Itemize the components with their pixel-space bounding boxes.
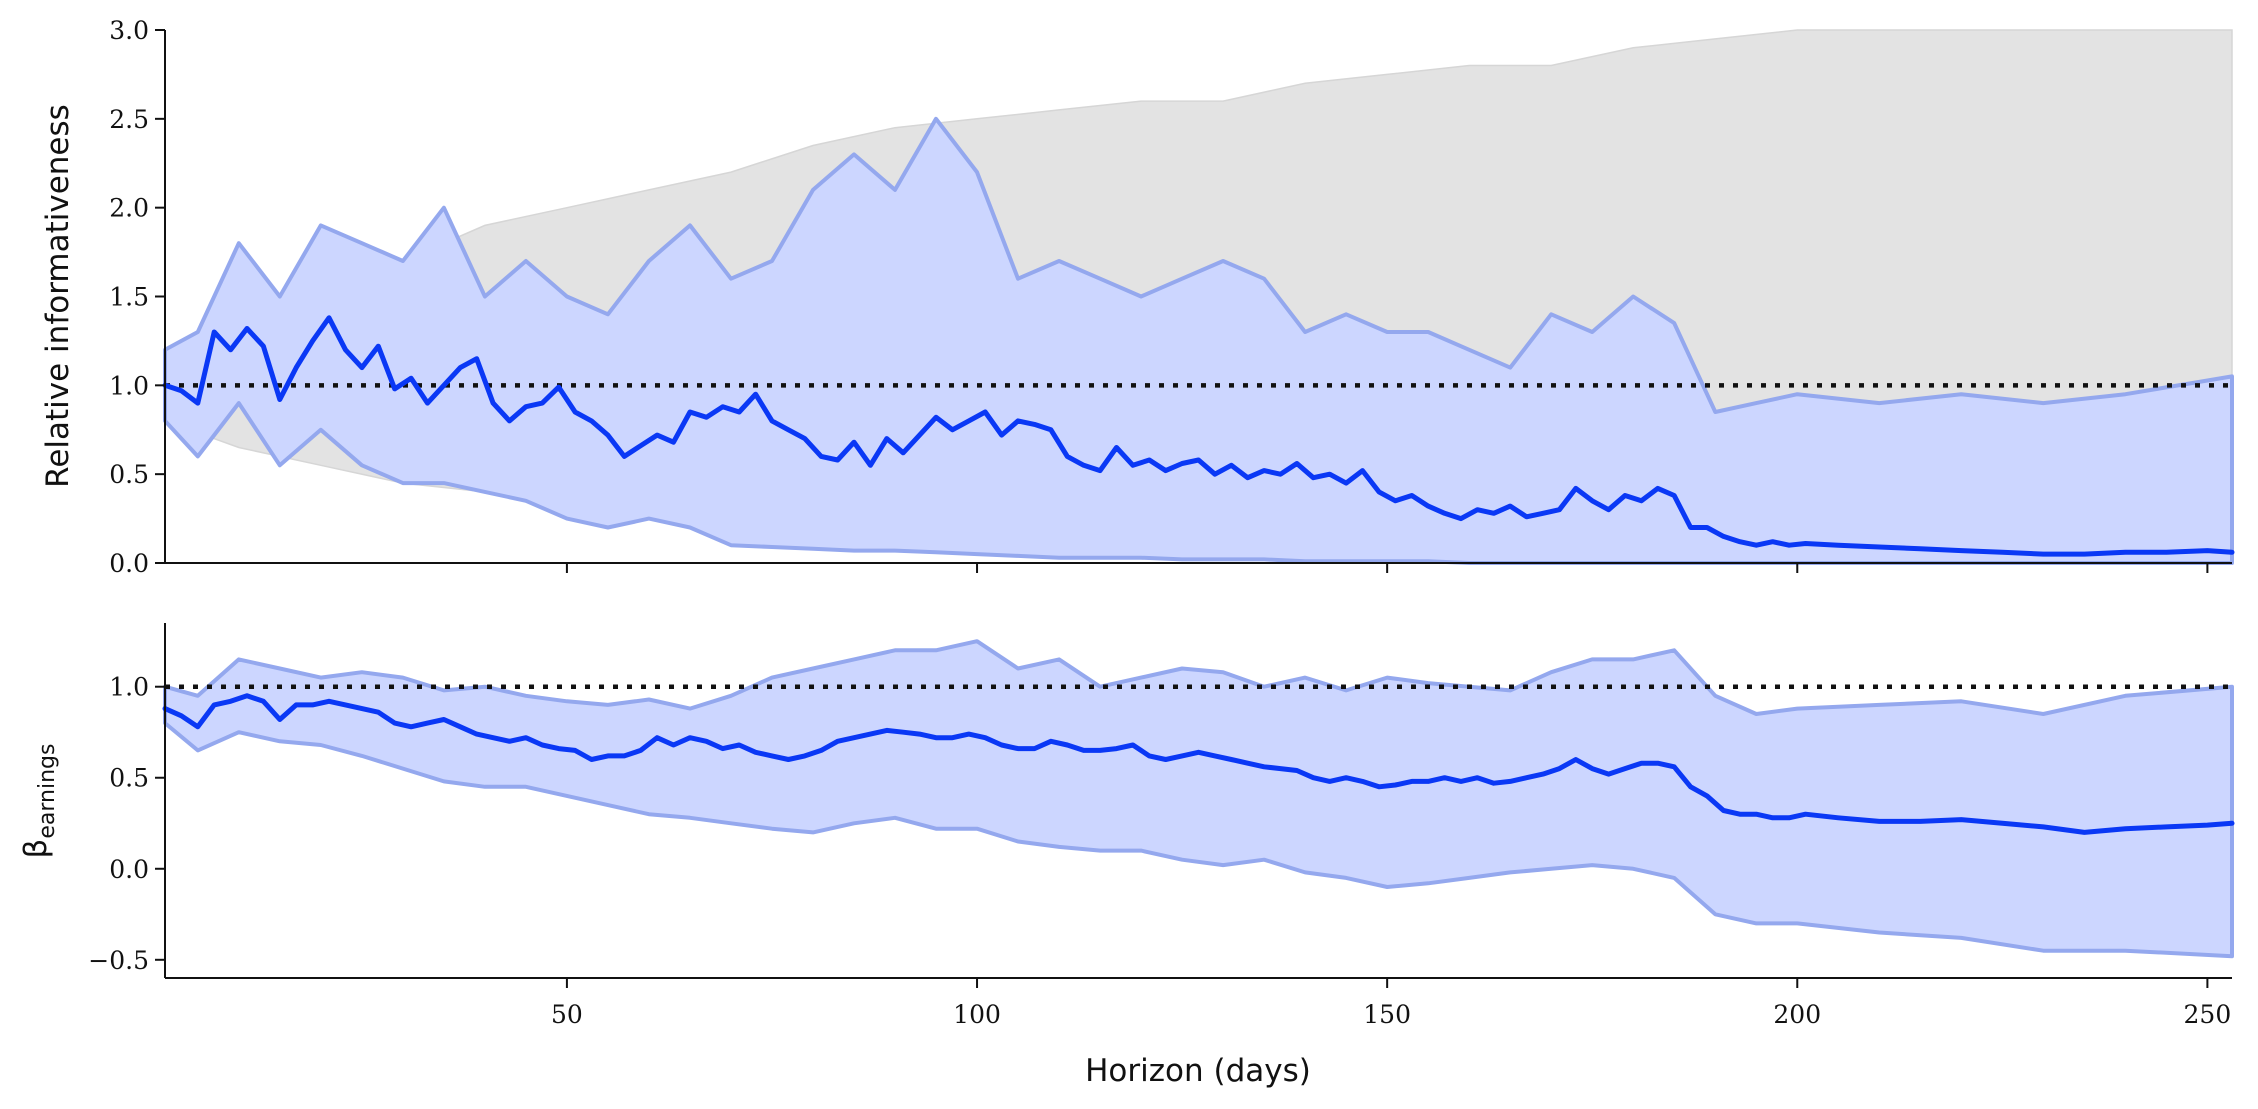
top-y-axis-label: Relative informativeness <box>40 104 76 488</box>
top-y-tick-label: 1.0 <box>109 371 149 400</box>
top-main-series-line <box>162 315 2235 557</box>
beta-subscript: earnings <box>35 744 60 839</box>
top-y-tick-label: 2.0 <box>109 194 149 223</box>
bottom-x-tick-label: 250 <box>2184 1000 2232 1029</box>
bottom-main-series-line <box>162 693 2235 835</box>
bottom-x-ticks: 50 100 150 200 250 <box>551 978 2231 1029</box>
bottom-y-tick-label: 0.5 <box>109 764 149 793</box>
bottom-x-tick-label: 100 <box>953 1000 1001 1029</box>
bottom-y-tick-label: 1.0 <box>109 673 149 702</box>
bottom-band-blue-area <box>163 639 2234 959</box>
top-y-ticks: 0.0 0.5 1.0 1.5 2.0 2.5 3.0 <box>109 16 165 578</box>
top-y-tick-label: 1.5 <box>109 283 149 312</box>
top-y-tick-label: 0.0 <box>109 549 149 578</box>
top-y-tick-label: 0.5 <box>109 460 149 489</box>
bottom-x-tick-label: 150 <box>1363 1000 1411 1029</box>
top-x-ticks <box>565 563 2209 573</box>
top-y-tick-label: 2.5 <box>109 105 149 134</box>
top-plot-area <box>162 29 2235 565</box>
bottom-y-tick-label: −0.5 <box>88 946 149 975</box>
bottom-x-tick-label: 50 <box>551 1000 583 1029</box>
bottom-y-ticks: −0.5 0.0 0.5 1.0 <box>88 673 165 975</box>
bottom-x-tick-label: 200 <box>1773 1000 1821 1029</box>
bottom-y-tick-label: 0.0 <box>109 855 149 884</box>
bottom-y-axis-label: βearnings <box>18 744 60 859</box>
beta-symbol: β <box>18 839 54 859</box>
x-axis-label: Horizon (days) <box>1085 1053 1311 1089</box>
top-panel: 0.0 0.5 1.0 1.5 2.0 2.5 3.0 Relative informati… <box>40 16 2235 578</box>
bottom-plot-area <box>162 639 2235 959</box>
bottom-panel: −0.5 0.0 0.5 1.0 50 100 150 200 250 βearnings H… <box>18 623 2235 1089</box>
top-y-tick-label: 3.0 <box>109 16 149 45</box>
